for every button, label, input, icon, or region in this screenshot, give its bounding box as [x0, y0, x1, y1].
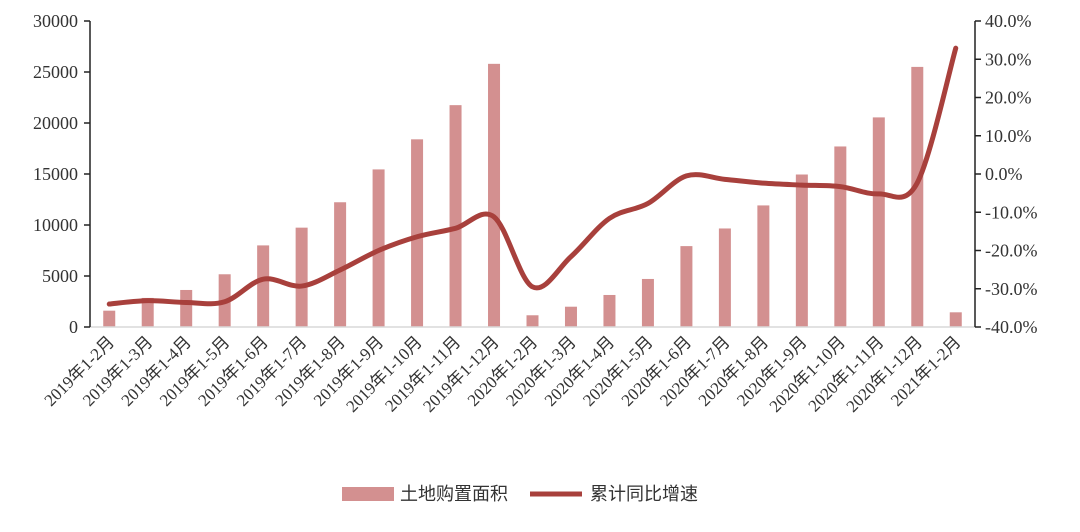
right-tick-label: -20.0%: [985, 241, 1038, 261]
bar: [257, 245, 270, 327]
bar: [180, 289, 193, 327]
bar: [103, 310, 116, 327]
right-tick-label: 20.0%: [985, 88, 1032, 108]
right-tick-label: 10.0%: [985, 126, 1032, 146]
bar: [526, 315, 539, 327]
right-tick-label: 40.0%: [985, 11, 1032, 31]
left-tick-label: 15000: [33, 164, 78, 184]
bar: [603, 294, 616, 327]
bar: [295, 227, 308, 327]
growth-rate-line: [106, 45, 959, 307]
left-tick-label: 10000: [33, 215, 78, 235]
left-tick-label: 20000: [33, 113, 78, 133]
bar: [449, 105, 462, 328]
bar: [641, 278, 654, 327]
bar: [141, 297, 154, 327]
bar: [872, 117, 885, 327]
legend: 土地购置面积 累计同比增速: [342, 484, 698, 504]
x-axis-labels: 2019年1-2月2019年1-3月2019年1-4月2019年1-5月2019…: [41, 332, 965, 416]
left-tick-label: 0: [69, 317, 78, 337]
left-tick-label: 25000: [33, 62, 78, 82]
right-tick-label: 30.0%: [985, 49, 1032, 69]
bar: [488, 63, 501, 328]
left-tick-label: 5000: [42, 266, 78, 286]
bar: [718, 228, 731, 327]
left-axis: 0 5000 10000 15000 20000 25000 30000: [33, 11, 91, 337]
bar: [911, 66, 924, 328]
bar: [834, 146, 847, 327]
left-tick-label: 30000: [33, 11, 78, 31]
right-tick-label: 0.0%: [985, 164, 1023, 184]
right-tick-label: -30.0%: [985, 279, 1038, 299]
legend-bar-label: 土地购置面积: [400, 484, 508, 504]
right-axis: -40.0% -30.0% -20.0% -10.0% 0.0% 10.0% 20.0% 30…: [974, 11, 1038, 337]
bar: [795, 174, 808, 327]
bar: [949, 312, 962, 327]
bar: [757, 205, 770, 327]
bar: [411, 139, 424, 327]
right-tick-label: -10.0%: [985, 202, 1038, 222]
right-tick-label: -40.0%: [985, 317, 1038, 337]
bar: [334, 202, 347, 327]
bar: [680, 246, 693, 327]
bar: [564, 306, 577, 327]
legend-line-label: 累计同比增速: [590, 484, 698, 504]
legend-bar-swatch: [342, 487, 394, 501]
